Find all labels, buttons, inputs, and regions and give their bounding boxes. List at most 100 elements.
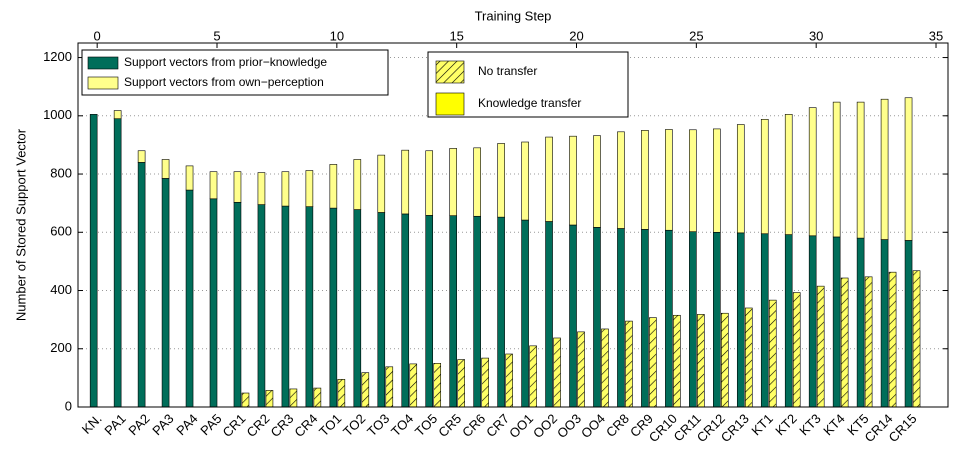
y-tick-label: 1000 xyxy=(43,107,72,122)
category-label: KT1 xyxy=(748,411,775,438)
bar-segment xyxy=(856,101,865,239)
legend-label: No transfer xyxy=(478,64,537,78)
bar-no-transfer xyxy=(385,366,394,408)
bar-segment xyxy=(736,124,745,234)
legend-swatch xyxy=(87,76,119,90)
category-label: TO3 xyxy=(364,411,392,439)
bar-segment xyxy=(904,240,913,408)
bar-segment xyxy=(497,216,505,408)
bar-no-transfer xyxy=(313,387,322,408)
bar-no-transfer xyxy=(888,271,897,408)
category-label: CR2 xyxy=(243,411,272,440)
bar-no-transfer xyxy=(361,372,370,408)
y-tick-label: 400 xyxy=(50,282,72,297)
y-tick-label: 200 xyxy=(50,340,72,355)
plot-frame xyxy=(77,42,949,408)
bar-segment xyxy=(784,114,793,235)
legend-swatch xyxy=(87,56,119,70)
bar-segment xyxy=(665,229,673,408)
legend-label: Support vectors from own−perception xyxy=(124,75,324,89)
bar-segment xyxy=(665,129,673,231)
bar-segment xyxy=(209,171,218,200)
bar-segment xyxy=(617,131,625,229)
bar-segment xyxy=(617,228,625,408)
bar-segment xyxy=(425,150,434,216)
bar-segment xyxy=(257,172,266,205)
legend-swatch xyxy=(435,60,465,84)
bar-segment xyxy=(401,213,410,408)
x-tick-label: 25 xyxy=(689,28,703,43)
bar-segment xyxy=(353,209,362,408)
category-label: CR4 xyxy=(291,411,320,440)
bar-segment xyxy=(736,232,745,408)
legend-box xyxy=(81,49,389,96)
x-tick-label: 10 xyxy=(330,28,344,43)
bar-no-transfer xyxy=(289,388,298,408)
bar-segment xyxy=(689,129,697,232)
bar-no-transfer xyxy=(577,331,585,408)
bar-no-transfer xyxy=(697,314,705,408)
category-label: CR3 xyxy=(267,411,296,440)
bar-no-transfer xyxy=(912,270,921,408)
category-label: CR8 xyxy=(603,411,632,440)
bar-segment xyxy=(569,224,577,408)
bar-segment xyxy=(113,110,122,120)
bar-segment xyxy=(329,207,338,408)
bar-segment xyxy=(521,219,529,408)
bar-segment xyxy=(281,205,290,408)
bar-segment xyxy=(89,114,98,408)
y-tick-label: 800 xyxy=(50,165,72,180)
bar-segment xyxy=(545,136,553,222)
category-label: OO2 xyxy=(530,411,560,441)
category-label: TO1 xyxy=(316,411,344,439)
category-label: CR6 xyxy=(459,411,488,440)
bar-segment xyxy=(760,233,769,408)
x-tick-label: 0 xyxy=(94,28,101,43)
bar-segment xyxy=(257,204,266,408)
bar-segment xyxy=(808,107,817,237)
category-label: CR7 xyxy=(483,411,512,440)
bar-segment xyxy=(377,212,386,408)
bar-segment xyxy=(641,130,649,230)
y-tick-label: 1200 xyxy=(43,49,72,64)
category-label: KN. xyxy=(79,411,105,437)
bar-segment xyxy=(904,97,913,241)
y-tick-label: 600 xyxy=(50,224,72,239)
bar-no-transfer xyxy=(337,379,346,408)
legend-label: Support vectors from prior−knowledge xyxy=(124,55,327,69)
bar-segment xyxy=(473,215,481,408)
bar-segment xyxy=(880,239,889,408)
bar-no-transfer xyxy=(265,390,274,408)
x-tick-label: 5 xyxy=(213,28,220,43)
bar-no-transfer xyxy=(553,337,561,408)
bar-segment xyxy=(161,159,170,179)
bar-no-transfer xyxy=(721,312,729,408)
x-tick-label: 35 xyxy=(929,28,943,43)
bar-segment xyxy=(593,135,601,228)
bar-segment xyxy=(545,221,553,408)
bar-segment xyxy=(569,135,577,226)
category-label: CR1 xyxy=(220,411,249,440)
bar-segment xyxy=(808,235,817,408)
bar-segment xyxy=(353,159,362,210)
category-label: PA5 xyxy=(197,411,224,438)
bar-no-transfer xyxy=(649,317,657,408)
category-label: TO5 xyxy=(412,411,440,439)
category-label: PA1 xyxy=(101,411,128,438)
category-label: KT2 xyxy=(772,411,799,438)
bar-segment xyxy=(305,170,314,207)
bar-no-transfer xyxy=(864,276,873,408)
bar-segment xyxy=(832,236,841,408)
bar-segment xyxy=(185,189,194,408)
bar-segment xyxy=(497,143,505,218)
bar-segment xyxy=(521,141,529,221)
category-label: CR15 xyxy=(885,411,919,445)
bar-segment xyxy=(856,237,865,408)
bar-no-transfer xyxy=(601,328,609,408)
bar-no-transfer xyxy=(792,292,801,408)
bar-segment xyxy=(233,201,242,408)
bar-no-transfer xyxy=(241,392,250,408)
bar-no-transfer xyxy=(744,307,753,408)
bar-segment xyxy=(137,162,146,408)
x-tick-label: 30 xyxy=(809,28,823,43)
